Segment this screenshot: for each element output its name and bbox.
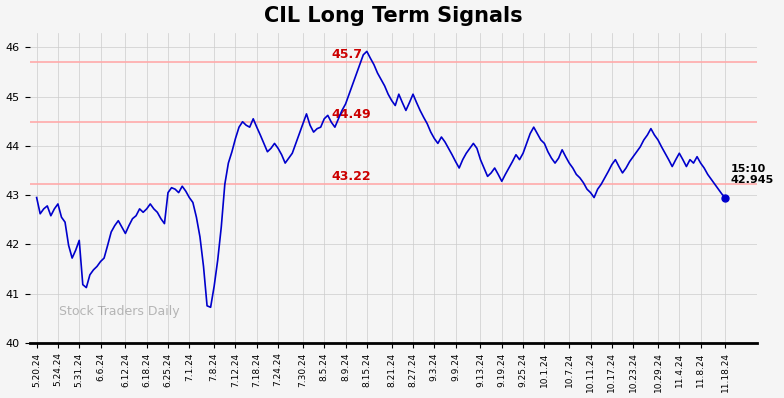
Text: 45.7: 45.7: [332, 48, 362, 61]
Text: 44.49: 44.49: [332, 108, 371, 121]
Text: Stock Traders Daily: Stock Traders Daily: [59, 305, 180, 318]
Title: CIL Long Term Signals: CIL Long Term Signals: [264, 6, 523, 25]
Text: 15:10
42.945: 15:10 42.945: [731, 164, 774, 185]
Text: 43.22: 43.22: [332, 170, 371, 183]
